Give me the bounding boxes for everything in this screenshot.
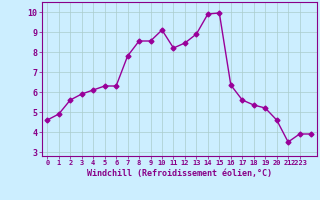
X-axis label: Windchill (Refroidissement éolien,°C): Windchill (Refroidissement éolien,°C) xyxy=(87,169,272,178)
